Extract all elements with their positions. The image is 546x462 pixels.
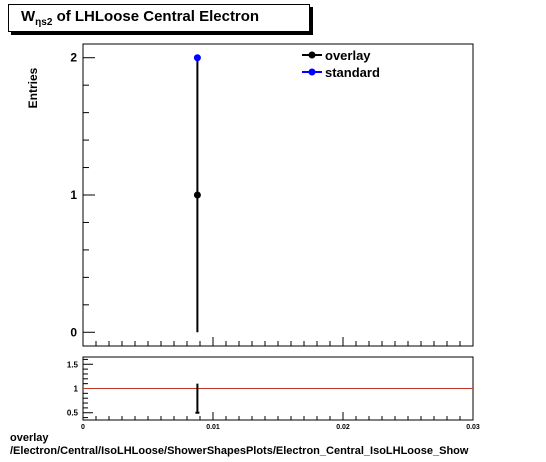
ratio-x-tick-label: 0.02 bbox=[336, 424, 350, 430]
title-subscript: ηs2 bbox=[35, 17, 53, 28]
legend-marker-standard bbox=[308, 68, 316, 76]
caption: overlay /Electron/Central/IsoLHLoose/Sho… bbox=[10, 432, 468, 458]
legend-label-overlay: overlay bbox=[325, 48, 371, 63]
main-y-tick-label: 0 bbox=[70, 325, 77, 339]
caption-line2: /Electron/Central/IsoLHLoose/ShowerShape… bbox=[10, 445, 469, 457]
main-frame bbox=[82, 43, 474, 347]
caption-line1: overlay bbox=[10, 432, 49, 444]
ratio-y-tick-label: 1.5 bbox=[67, 360, 79, 369]
title-box: Wηs2 of LHLoose Central Electron bbox=[8, 4, 310, 32]
ratio-y-tick-label: 1 bbox=[74, 385, 79, 394]
overlay-point bbox=[193, 191, 201, 199]
main-y-tick-label: 2 bbox=[70, 51, 77, 65]
title-main: W bbox=[21, 8, 36, 25]
title-rest: of LHLoose Central Electron bbox=[52, 8, 260, 25]
main-y-tick-label: 1 bbox=[70, 188, 77, 202]
ratio-x-tick-label: 0 bbox=[81, 424, 85, 430]
chart-title: Wηs2 of LHLoose Central Electron bbox=[21, 8, 259, 28]
ratio-y-tick-label: 0.5 bbox=[67, 409, 79, 418]
chart-svg: 0 1 2 Entries overlay standard 0.5 1 1.5 0 0.01 0.0… bbox=[26, 43, 480, 430]
y-axis-label: Entries bbox=[26, 67, 40, 108]
ratio-x-tick-label: 0.01 bbox=[206, 424, 220, 430]
standard-point bbox=[193, 54, 201, 62]
legend-label-standard: standard bbox=[325, 65, 380, 80]
legend-marker-overlay bbox=[308, 51, 316, 59]
ratio-x-tick-label: 0.03 bbox=[466, 424, 480, 430]
